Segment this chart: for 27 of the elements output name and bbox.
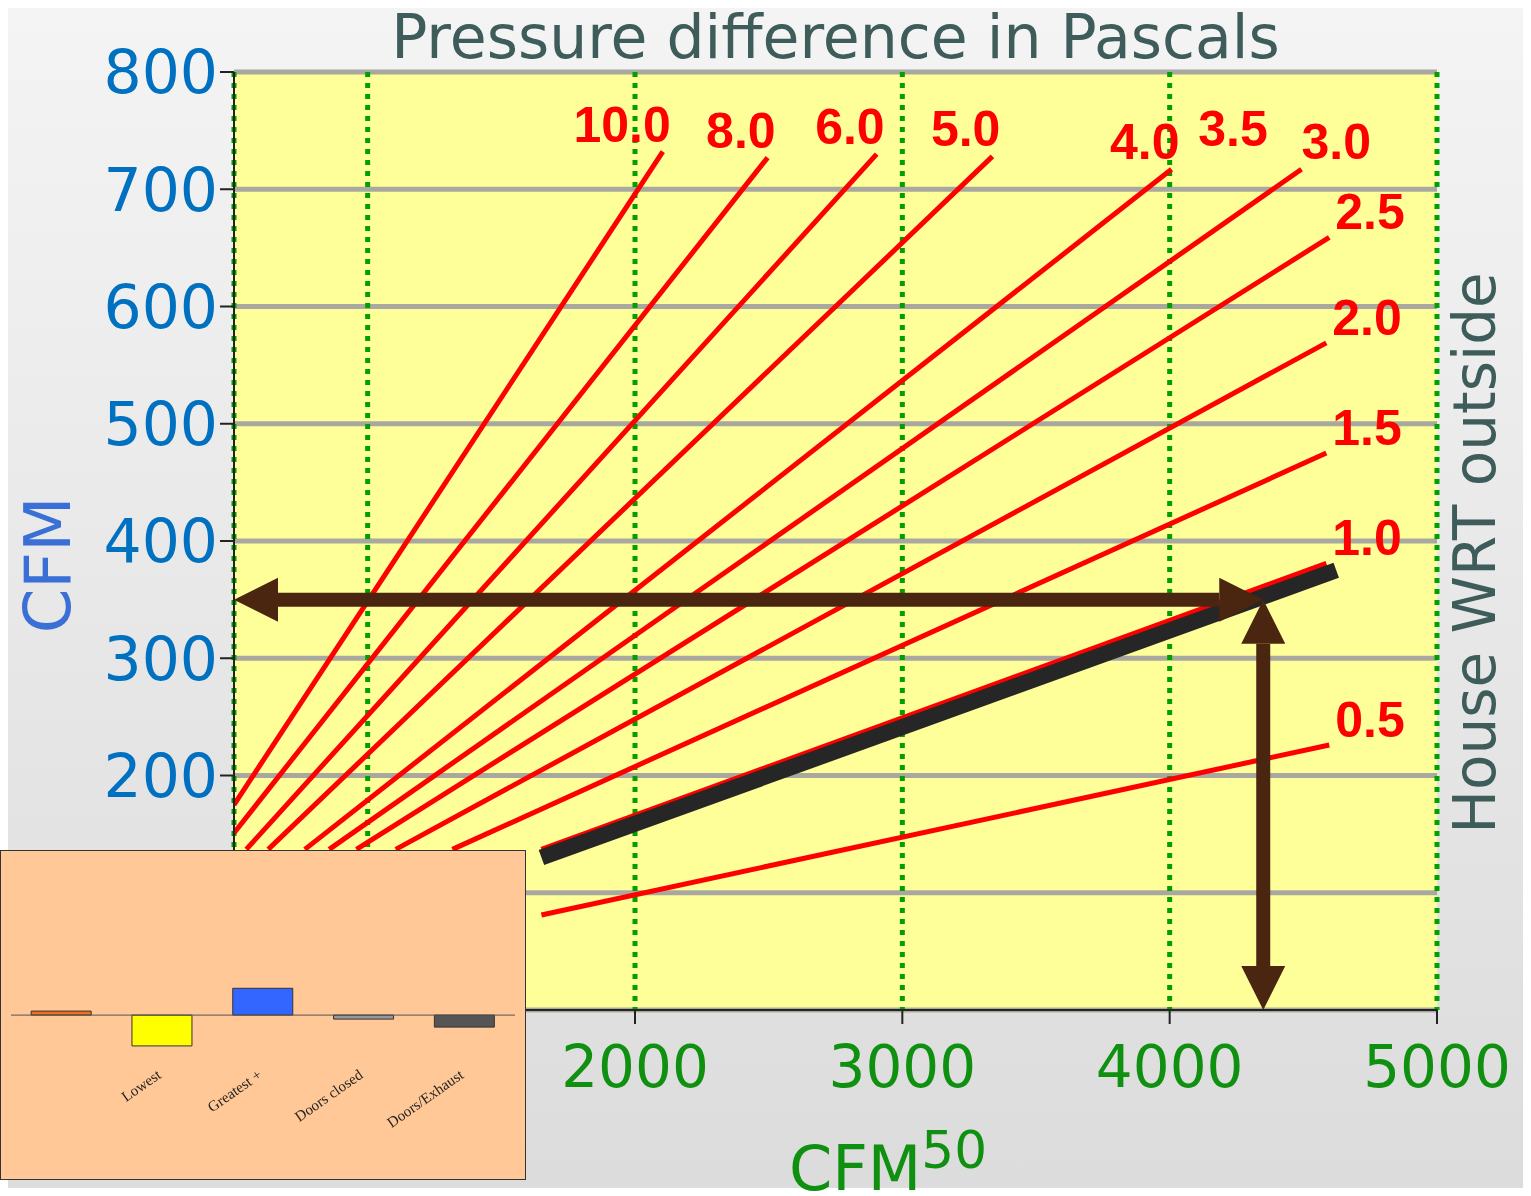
y2-axis-title: House WRT outside <box>1441 272 1509 834</box>
chart-title: Pressure difference in Pascals <box>390 2 1281 72</box>
series-label: 0.5 <box>1335 692 1405 749</box>
y-tick-label: 400 <box>103 506 218 577</box>
series-label: 4.0 <box>1110 114 1180 171</box>
x-axis-title: CFM$^{50}$ <box>787 1120 989 1196</box>
x-tick-label: 2000 <box>561 1033 709 1102</box>
series-label: 8.0 <box>706 102 776 159</box>
y-tick-label: 600 <box>103 271 218 342</box>
series-label: 2.5 <box>1335 184 1405 241</box>
series-label: 6.0 <box>815 99 885 156</box>
series-label: 1.5 <box>1332 400 1402 457</box>
y-tick-label: 200 <box>103 740 218 811</box>
y-tick-label: 800 <box>103 37 218 108</box>
series-label: 3.0 <box>1301 114 1371 171</box>
x-tick-label: 5000 <box>1363 1033 1511 1102</box>
y-tick-label: 700 <box>103 154 218 225</box>
series-label: 10.0 <box>573 96 671 153</box>
y-tick-label: 300 <box>103 623 218 694</box>
y-tick-label: 500 <box>103 389 218 460</box>
y-axis-title: CFM <box>11 495 85 636</box>
series-label: 1.0 <box>1332 510 1402 567</box>
annotation: 3.5 <box>1197 100 1269 158</box>
x-tick-label: 3000 <box>828 1033 977 1102</box>
x-tick-label: 4000 <box>1095 1033 1244 1102</box>
series-label: 2.0 <box>1332 289 1402 346</box>
series-label: 5.0 <box>930 101 1001 158</box>
